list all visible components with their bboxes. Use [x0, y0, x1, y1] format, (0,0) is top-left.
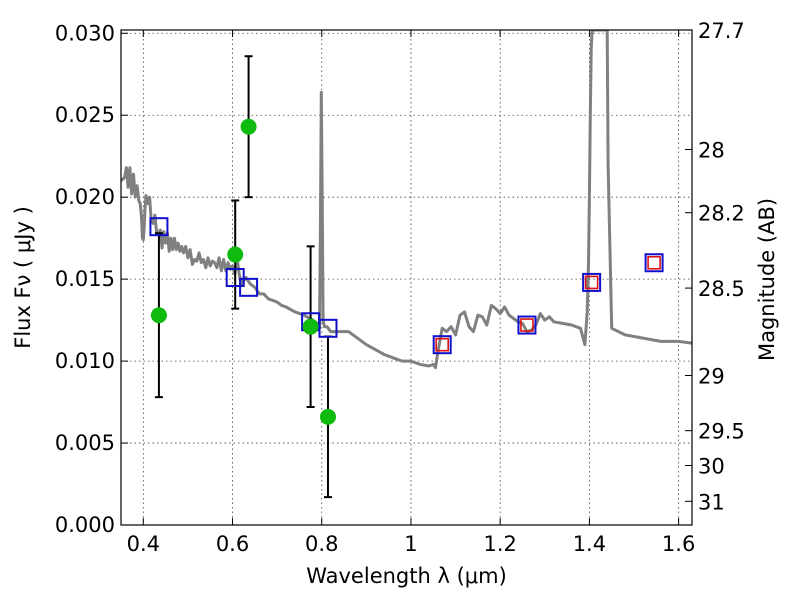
model-square-marker — [582, 272, 602, 292]
y-tick-label: 0.030 — [55, 21, 115, 45]
right-tick-label: 29.5 — [698, 420, 745, 444]
right-tick-label: 28.5 — [698, 277, 745, 301]
y-tick-label: 0.015 — [55, 267, 115, 291]
right-tick-label: 30 — [698, 454, 725, 478]
right-tick-label: 28 — [698, 139, 725, 163]
y-tick-label: 0.000 — [55, 513, 115, 537]
sed-model-line — [121, 30, 692, 370]
right-tick-label: 28.2 — [698, 202, 745, 226]
observed-flux-point — [319, 408, 336, 425]
model-square-marker — [517, 315, 537, 335]
grid — [121, 30, 692, 526]
nir-model-square-marker — [520, 318, 534, 332]
x-axis-label: Wavelength λ (μm) — [306, 564, 507, 588]
x-tick-label: 1.6 — [662, 532, 695, 556]
plot-frame — [120, 29, 693, 526]
right-tick-label: 29 — [698, 365, 725, 389]
y-tick-label: 0.010 — [55, 349, 115, 373]
marker-layer — [149, 55, 664, 499]
sed-model-line-layer — [121, 30, 692, 370]
model-square-marker — [239, 277, 259, 297]
observed-flux-point — [302, 318, 319, 335]
tick-layer: 0.4 0.6 0.8 1 1.2 1.4 1.6 0.000 0.005 0.010 0.015 0… — [55, 19, 745, 556]
nir-model-square-marker — [584, 275, 599, 290]
x-tick-label: 1.2 — [483, 532, 516, 556]
right-tick-label: 27.7 — [698, 19, 745, 43]
observed-flux-point — [240, 118, 257, 135]
observed-flux-point — [227, 246, 244, 263]
model-square-marker — [318, 318, 338, 338]
y-tick-label: 0.025 — [55, 103, 115, 127]
x-tick-label: 1 — [404, 532, 417, 556]
model-square-marker — [225, 268, 245, 287]
nir-model-square-marker — [435, 337, 449, 352]
x-tick-label: 0.4 — [127, 532, 160, 556]
x-tick-label: 1.4 — [573, 532, 606, 556]
y-tick-label: 0.005 — [55, 431, 115, 455]
model-square-marker — [149, 217, 169, 237]
y-tick-label: 0.020 — [55, 185, 115, 209]
model-square-marker — [644, 253, 664, 273]
observed-flux-point — [150, 307, 167, 324]
model-square-marker — [432, 335, 452, 355]
y-axis-label: Flux Fν ( μJy ) — [11, 206, 35, 349]
x-tick-label: 0.8 — [305, 532, 338, 556]
y-axis-right-label: Magnitude (AB) — [755, 198, 779, 361]
right-tick-label: 31 — [698, 490, 725, 514]
x-tick-label: 0.6 — [216, 532, 249, 556]
nir-model-square-marker — [647, 255, 661, 270]
